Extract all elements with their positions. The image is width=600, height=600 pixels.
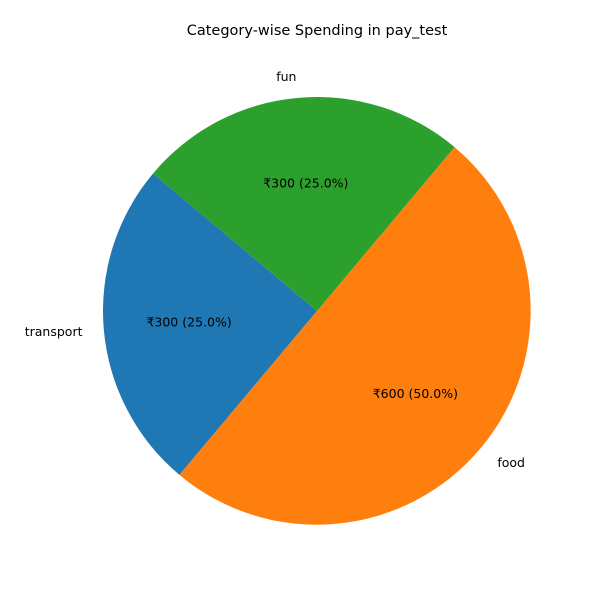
pie-labels: transport ₹300 (25.0%) food ₹600 (50.0%) fun…	[25, 69, 525, 470]
pie-slice-transport	[103, 173, 317, 475]
value-label-fun: ₹300 (25.0%)	[263, 176, 348, 191]
value-label-food: ₹600 (50.0%)	[373, 386, 458, 401]
pie-slices	[103, 97, 531, 525]
pie-slice-food	[179, 147, 531, 525]
slice-label-fun: fun	[276, 69, 296, 84]
chart-title: Category-wise Spending in pay_test	[187, 23, 448, 39]
slice-label-transport: transport	[25, 324, 83, 339]
slice-label-food: food	[497, 455, 525, 470]
value-label-transport: ₹300 (25.0%)	[146, 315, 231, 330]
pie-slice-fun	[153, 97, 455, 311]
